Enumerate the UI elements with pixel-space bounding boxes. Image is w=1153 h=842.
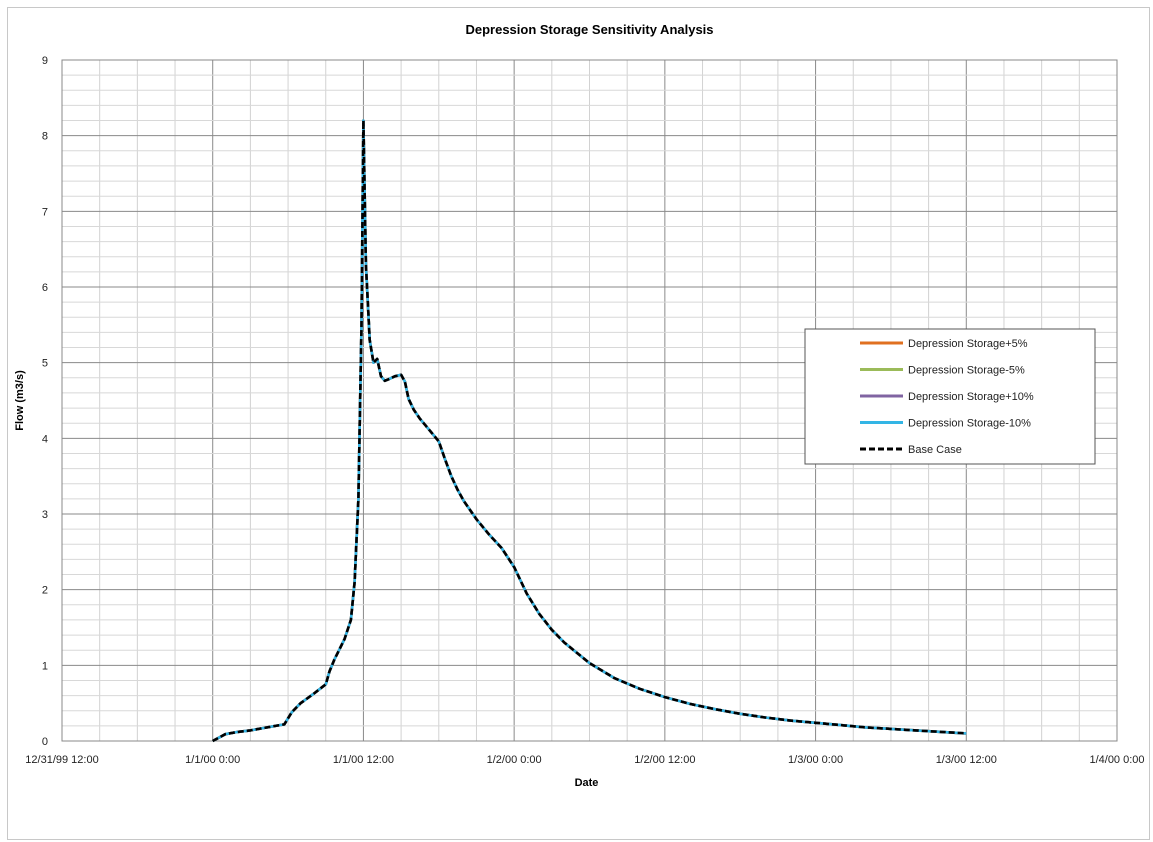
legend-label: Base Case bbox=[908, 444, 962, 456]
y-tick-label: 8 bbox=[42, 131, 48, 143]
chart-title: Depression Storage Sensitivity Analysis bbox=[465, 22, 713, 37]
legend-label: Depression Storage+10% bbox=[908, 391, 1034, 403]
y-tick-label: 4 bbox=[42, 433, 48, 445]
y-tick-label: 6 bbox=[42, 282, 48, 294]
y-tick-label: 9 bbox=[42, 55, 48, 67]
x-axis-title: Date bbox=[575, 777, 599, 789]
x-tick-label: 1/3/00 12:00 bbox=[936, 754, 997, 766]
legend-box bbox=[804, 328, 1096, 465]
y-tick-label: 7 bbox=[42, 206, 48, 218]
y-tick-label: 3 bbox=[42, 509, 48, 521]
legend-label: Depression Storage-5% bbox=[908, 365, 1025, 377]
x-tick-label: 1/2/00 0:00 bbox=[487, 754, 542, 766]
x-tick-label: 1/1/00 0:00 bbox=[185, 754, 240, 766]
series-line bbox=[212, 119, 967, 743]
y-tick-label: 1 bbox=[42, 660, 48, 672]
x-tick-label: 1/1/00 12:00 bbox=[333, 754, 394, 766]
x-tick-label: 1/4/00 0:00 bbox=[1089, 754, 1144, 766]
y-axis-title: Flow (m3/s) bbox=[14, 370, 26, 431]
y-tick-label: 0 bbox=[42, 736, 48, 748]
plot-area bbox=[61, 59, 1118, 742]
y-tick-label: 5 bbox=[42, 358, 48, 370]
legend-label: Depression Storage+5% bbox=[908, 338, 1028, 350]
legend: Depression Storage+5% Depression Storage-… bbox=[804, 328, 1096, 465]
legend-label: Depression Storage-10% bbox=[908, 418, 1031, 430]
x-tick-label: 1/3/00 0:00 bbox=[788, 754, 843, 766]
x-tick-label: 1/2/00 12:00 bbox=[634, 754, 695, 766]
y-tick-label: 2 bbox=[42, 585, 48, 597]
x-tick-label: 12/31/99 12:00 bbox=[25, 754, 98, 766]
series-layer bbox=[212, 119, 967, 743]
tick-labels: 0 1 2 3 4 5 6 7 8 9 12/31/99 12:00 1/1/00 0:00 1/1/0… bbox=[25, 55, 1144, 766]
